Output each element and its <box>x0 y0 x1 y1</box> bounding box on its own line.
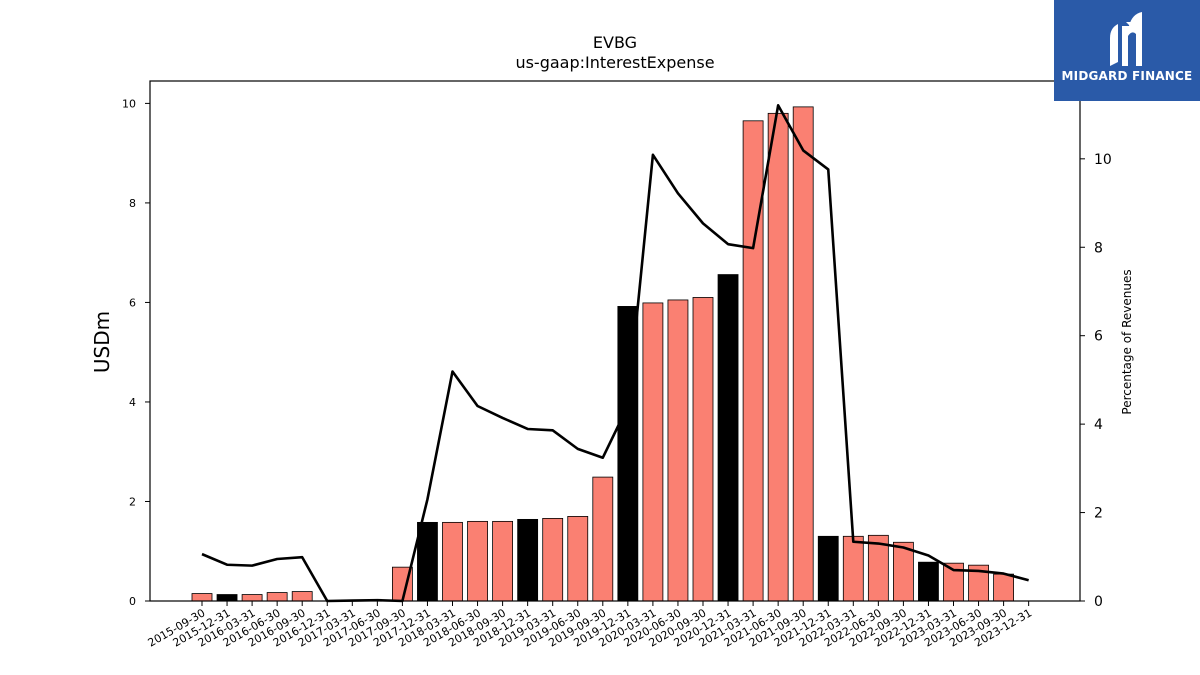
y-axis-left: 0 2 4 6 8 10 <box>122 97 150 608</box>
bar-2021-12-31 <box>817 535 839 602</box>
bar-2021-03-31 <box>742 120 764 602</box>
bar-2023-09-30 <box>993 573 1014 602</box>
bar-2019-03-31 <box>542 518 564 602</box>
bar-2019-09-30 <box>592 476 614 602</box>
line-layer <box>201 104 1029 603</box>
bar-2015-09-30 <box>191 593 213 602</box>
logo-mark-icon <box>1110 12 1142 66</box>
y2-tick-label: 6 <box>1094 329 1103 345</box>
y2-tick-label: 2 <box>1094 506 1103 522</box>
brand-logo: MIDGARD FINANCE <box>1054 0 1200 101</box>
bar-2020-12-31 <box>717 274 739 602</box>
logo-text: MIDGARD FINANCE <box>1061 69 1193 83</box>
x-axis: 2015-09-302015-12-312016-03-312016-06-30… <box>146 601 1034 650</box>
bar-2020-06-30 <box>667 299 689 602</box>
chart-title: EVBG <box>592 33 638 52</box>
bar-2018-06-30 <box>467 520 488 602</box>
y2-tick-label: 10 <box>1094 152 1112 168</box>
bar-2021-06-30 <box>767 112 789 602</box>
bar-2019-06-30 <box>567 516 589 602</box>
y2-tick-label: 4 <box>1094 417 1103 433</box>
y2-tick-label: 8 <box>1094 240 1103 256</box>
bar-2020-09-30 <box>692 297 714 602</box>
y-tick-label: 4 <box>129 396 136 409</box>
y-tick-label: 6 <box>129 296 136 309</box>
bar-2018-12-31 <box>517 518 539 602</box>
bar-2021-09-30 <box>792 106 814 602</box>
ratio-line <box>201 104 1029 603</box>
y-tick-label: 0 <box>129 595 136 608</box>
y2-axis-label: Percentage of Revenues <box>1120 269 1134 415</box>
y-tick-label: 10 <box>122 97 136 110</box>
plot-frame <box>149 80 1081 602</box>
y-tick-label: 2 <box>129 495 136 508</box>
bar-2022-12-31 <box>918 561 939 602</box>
bar-2016-06-30 <box>266 592 288 602</box>
y-axis-right: 0 2 4 6 8 10 <box>1080 152 1112 610</box>
bar-2020-03-31 <box>642 302 664 602</box>
bars <box>191 106 1014 602</box>
chart-subtitle: us-gaap:InterestExpense <box>515 53 715 72</box>
y2-tick-label: 0 <box>1094 594 1103 610</box>
bar-2016-03-31 <box>241 594 263 602</box>
y-axis-label: USDm <box>90 310 114 374</box>
bar-2017-12-31 <box>417 521 438 602</box>
bar-2018-03-31 <box>442 521 463 602</box>
y-tick-label: 8 <box>129 197 136 210</box>
bar-2022-03-31 <box>842 535 864 602</box>
bar-2019-12-31 <box>617 306 639 602</box>
bar-2016-09-30 <box>291 591 313 602</box>
bar-2018-09-30 <box>492 520 514 602</box>
bar-2015-12-31 <box>216 594 238 602</box>
